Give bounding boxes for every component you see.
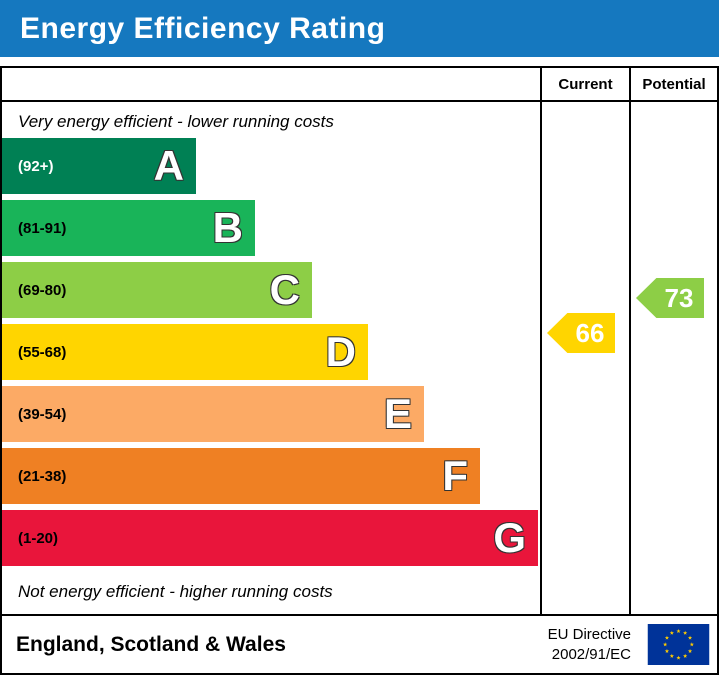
band-bar-f: (21-38) F <box>2 448 480 504</box>
bands: (92+) A (81-91) B (69-80) C (55-68) D (39-54) E (2… <box>2 138 540 572</box>
band-row-b: (81-91) B <box>2 200 540 256</box>
chart-area: Very energy efficient - lower running co… <box>2 102 540 614</box>
band-letter: C <box>269 266 300 313</box>
band-bar-a: (92+) A <box>2 138 196 194</box>
page-title: Energy Efficiency Rating <box>20 11 386 45</box>
band-row-e: (39-54) E <box>2 386 540 442</box>
current-column-header: Current <box>540 68 629 100</box>
eu-directive: EU Directive 2002/91/EC <box>548 625 631 664</box>
band-row-d: (55-68) D <box>2 324 540 380</box>
band-range-label: (1-20) <box>18 529 59 547</box>
band-bar-g: (1-20) G <box>2 510 538 566</box>
bottom-note: Not energy efficient - higher running co… <box>18 582 333 601</box>
band-range-label: (69-80) <box>18 281 67 299</box>
band-row-f: (21-38) F <box>2 448 540 504</box>
rating-table: Current Potential Very energy efficient … <box>0 66 719 675</box>
band-row-a: (92+) A <box>2 138 540 194</box>
potential-column-header: Potential <box>629 68 717 100</box>
top-note: Very energy efficient - lower running co… <box>18 112 334 131</box>
band-bar-c: (69-80) C <box>2 262 312 318</box>
current-rating-marker: 66 <box>547 313 615 353</box>
current-column: 66 <box>540 102 629 614</box>
eu-directive-line1: EU Directive <box>547 626 631 643</box>
band-letter: F <box>442 452 468 499</box>
page-title-bar: Energy Efficiency Rating <box>0 0 719 57</box>
band-range-label: (92+) <box>18 157 54 175</box>
band-letter: D <box>325 328 356 375</box>
table-body: Very energy efficient - lower running co… <box>2 102 717 614</box>
band-row-g: (1-20) G <box>2 510 540 566</box>
band-letter: G <box>493 514 526 561</box>
potential-rating-marker: 73 <box>636 278 704 318</box>
potential-column: 73 <box>629 102 717 614</box>
band-bar-e: (39-54) E <box>2 386 424 442</box>
band-bar-b: (81-91) B <box>2 200 255 256</box>
chart-header-cell <box>2 68 540 100</box>
band-range-label: (21-38) <box>18 467 67 485</box>
band-letter: A <box>153 142 184 189</box>
table-footer: England, Scotland & Wales EU Directive 2… <box>2 614 717 673</box>
band-letter: B <box>212 204 243 251</box>
table-header-row: Current Potential <box>2 68 717 102</box>
band-range-label: (81-91) <box>18 219 67 237</box>
band-bar-d: (55-68) D <box>2 324 368 380</box>
eu-directive-line2: 2002/91/EC <box>551 645 631 663</box>
band-range-label: (55-68) <box>18 343 67 361</box>
potential-rating-value: 73 <box>664 282 694 313</box>
eu-flag-icon <box>647 624 710 665</box>
region-label: England, Scotland & Wales <box>16 632 286 656</box>
band-range-label: (39-54) <box>18 405 67 423</box>
band-letter: E <box>383 390 412 437</box>
band-row-c: (69-80) C <box>2 262 540 318</box>
current-rating-value: 66 <box>575 317 605 348</box>
